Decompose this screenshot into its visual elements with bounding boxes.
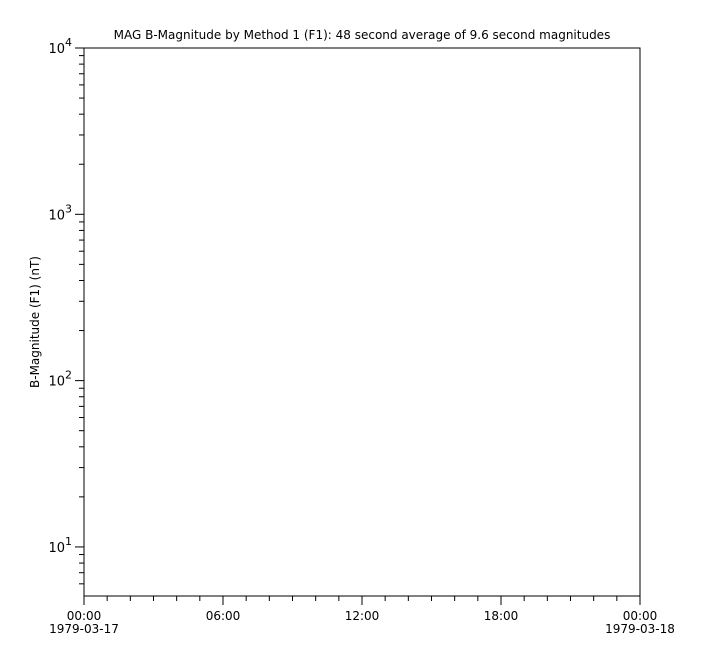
x-tick-label: 00:00 <box>623 609 658 623</box>
y-tick-label: 102 <box>48 369 72 390</box>
y-tick-label: 104 <box>48 36 72 57</box>
y-tick-label: 101 <box>48 535 72 556</box>
plot-frame <box>83 47 641 597</box>
x-tick-date-label: 1979-03-18 <box>605 622 675 636</box>
chart-title: MAG B-Magnitude by Method 1 (F1): 48 sec… <box>114 28 611 42</box>
x-tick-label: 06:00 <box>206 609 241 623</box>
x-tick-label: 00:00 <box>67 609 102 623</box>
y-axis-label: B-Magnitude (F1) (nT) <box>28 256 42 388</box>
x-tick-label: 18:00 <box>484 609 519 623</box>
y-tick-label: 103 <box>48 202 72 223</box>
x-tick-date-label: 1979-03-17 <box>49 622 119 636</box>
x-tick-label: 12:00 <box>345 609 380 623</box>
